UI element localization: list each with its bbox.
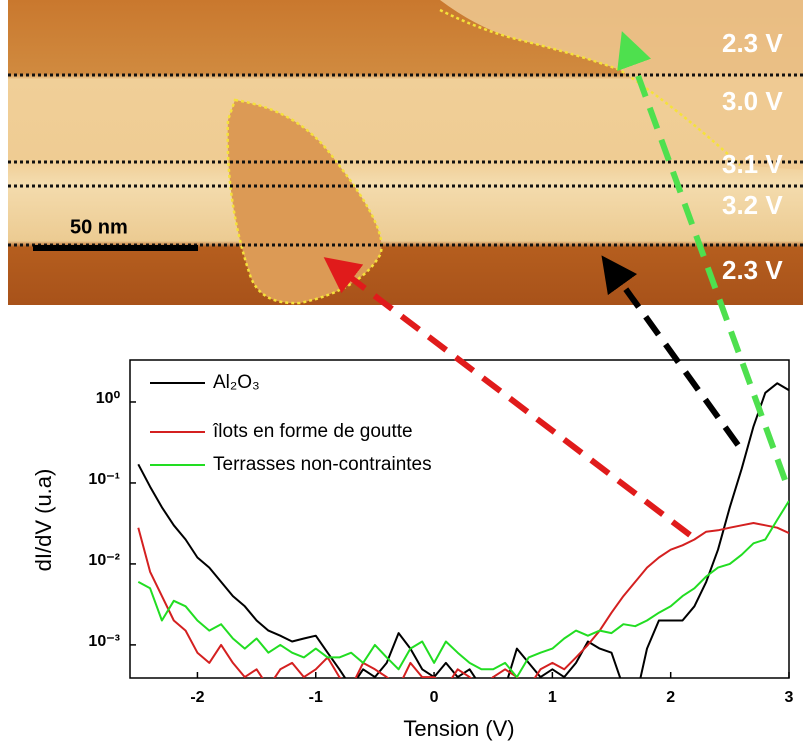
legend-label: Terrasses non-contraintes — [213, 454, 432, 475]
y-axis-label: dI/dV (u.a) — [31, 469, 56, 572]
terrace-outline — [439, 8, 741, 166]
y-tick-label: 10⁻³ — [88, 633, 120, 650]
y-tick-label: 10⁻¹ — [88, 471, 120, 488]
arrows — [323, 31, 788, 538]
arrow — [601, 255, 741, 447]
stm-image: 50 nm 2.3 V 3.0 V 3.1 V 3.2 V 2.3 V — [8, 0, 803, 305]
x-tick-label: 3 — [785, 689, 794, 706]
y-tick-label: 10⁻² — [88, 552, 120, 569]
plot-area — [137, 382, 789, 678]
y-tick-label: 10⁰ — [96, 390, 121, 407]
x-tick-label: 0 — [430, 689, 439, 706]
legend-label: Al₂O₃ — [213, 372, 260, 393]
image-label: 3.0 V — [722, 86, 783, 116]
image-label: 2.3 V — [722, 255, 783, 285]
x-tick-label: 1 — [548, 689, 557, 706]
legend-label: îlots en forme de goutte — [212, 421, 413, 442]
x-tick-label: -1 — [309, 689, 323, 706]
arrow — [617, 31, 788, 482]
x-tick-label: -2 — [190, 689, 204, 706]
x-tick-label: 2 — [666, 689, 675, 706]
arrow — [323, 257, 692, 538]
chart: Tension (V) dI/dV (u.a) -2 -1 0 1 2 3 10⁻³ 10⁻²… — [31, 359, 794, 741]
series-line — [137, 500, 789, 678]
image-label: 3.1 V — [722, 149, 783, 179]
image-label: 3.2 V — [722, 190, 783, 220]
scale-bar-label: 50 nm — [70, 216, 128, 238]
plot-frame — [129, 359, 790, 679]
series-line — [137, 522, 789, 678]
image-label: 2.3 V — [722, 28, 783, 58]
x-axis-label: Tension (V) — [403, 716, 514, 741]
